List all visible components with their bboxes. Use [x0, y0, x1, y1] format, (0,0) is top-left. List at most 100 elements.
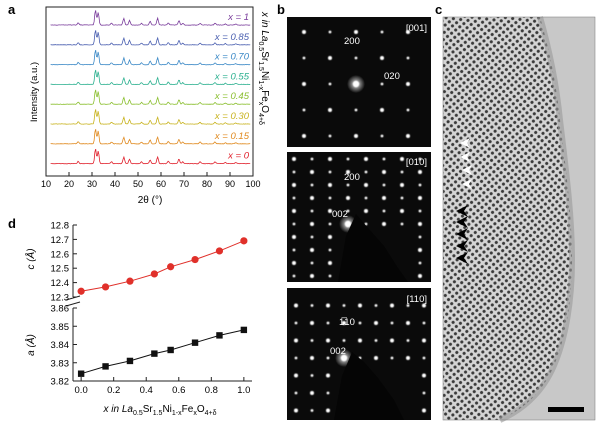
a-point-2	[126, 357, 134, 365]
diffraction-spot	[292, 196, 296, 200]
diffraction-spot	[406, 304, 410, 307]
diffraction-spot	[380, 82, 384, 86]
diffraction-spot	[354, 134, 358, 138]
diffraction-spot	[302, 134, 306, 138]
amorphous-edge	[498, 16, 576, 423]
diffraction-spot	[326, 321, 330, 325]
diffraction-spot	[328, 157, 332, 161]
c-ytick-label-0: 12.3	[51, 293, 70, 304]
diffraction-spot	[364, 209, 368, 213]
diffraction-spot	[418, 196, 422, 200]
diffraction-spot	[364, 196, 368, 200]
spot-label-200-b: 200	[344, 172, 360, 183]
diffraction-spot	[352, 80, 360, 88]
diffraction-spot	[390, 356, 394, 360]
diffraction-spot	[310, 339, 314, 342]
diffraction-spot	[310, 304, 314, 307]
diffraction-spot	[310, 356, 314, 360]
xrd-trace-4	[50, 89, 251, 105]
diffraction-spot	[326, 356, 330, 360]
side-label-sub1: 0.5	[257, 41, 264, 51]
xrd-trace-1	[50, 30, 251, 46]
diffraction-spot	[358, 321, 362, 325]
diffraction-spot	[406, 56, 410, 60]
diffraction-spot	[328, 82, 332, 86]
diffraction-spot	[294, 356, 298, 360]
diffraction-spot	[310, 196, 314, 200]
diffraction-spot	[344, 220, 352, 228]
d-xtick-label-0: 0.0	[75, 385, 88, 396]
c-ytick-label-4: 12.7	[51, 235, 70, 246]
xrd-legend-item-1: x = 0.85	[214, 32, 250, 43]
diffraction-spot	[422, 338, 426, 343]
diffraction-spot	[292, 157, 296, 161]
diffraction-spot	[310, 248, 314, 252]
diffraction-spot	[294, 321, 298, 325]
diffraction-spot	[294, 391, 298, 395]
c-point-4	[167, 263, 175, 271]
diffraction-spot	[354, 30, 358, 34]
diffraction-spot	[328, 134, 332, 138]
diffraction-spot	[380, 134, 384, 138]
diffraction-spot	[310, 321, 314, 325]
xrd-x-axis-label: 2θ (°)	[138, 195, 163, 206]
xrd-trace-6	[50, 129, 251, 145]
diffraction-spot	[328, 56, 332, 60]
d-xtick-label-5: 1.0	[237, 385, 250, 396]
diffraction-spot	[302, 108, 306, 112]
d-x-axis-label: x in La0.5Sr1.5Ni1-xFexO4+δ	[103, 404, 217, 417]
diffraction-spot	[340, 354, 348, 362]
diffraction-spot	[406, 321, 410, 325]
spot-label-002-b: 002	[330, 346, 346, 357]
xrd-legend-item-0: x = 1	[227, 12, 249, 23]
diffraction-spot	[346, 209, 350, 213]
diffraction-spot	[422, 408, 426, 413]
xrd-legend-item-2: x = 0.70	[214, 52, 250, 63]
crystal-region	[443, 17, 572, 420]
diffraction-spot	[390, 321, 394, 325]
diffraction-spot	[400, 209, 404, 213]
diffraction-spot	[422, 303, 426, 308]
xrd-xtick-label-7: 80	[202, 179, 212, 189]
xrd-xtick-label-3: 40	[110, 179, 120, 189]
a-series-line	[80, 329, 245, 375]
diffraction-spot	[418, 157, 422, 161]
diffraction-spot	[310, 391, 314, 395]
composition-side-label: x in La0.5Sr1.5Ni1-xFexO4+δ	[257, 11, 270, 125]
c-ytick-label-2: 12.5	[51, 264, 70, 275]
diffraction-spot	[310, 222, 314, 226]
diffraction-spot	[346, 170, 350, 174]
side-label-sub3: 1-x	[257, 80, 264, 90]
panel-label-b: b	[277, 2, 285, 17]
c-point-7	[240, 237, 248, 245]
diffraction-spot	[390, 303, 394, 308]
xrd-x-ticks: 10 20 30 40 50 60 70 80 90 100	[41, 172, 261, 189]
a-ytick-label-4: 3.86	[51, 304, 70, 315]
c-series-line	[81, 240, 245, 292]
diffraction-spot	[380, 108, 384, 112]
diffraction-spot	[382, 183, 386, 187]
xrd-xtick-label-6: 70	[179, 179, 189, 189]
xrd-legend-item-7: x = 0	[227, 151, 250, 162]
diffraction-spot	[406, 82, 410, 86]
diffraction-spot	[418, 170, 422, 174]
diffraction-spot	[326, 338, 330, 343]
xrd-xtick-label-5: 60	[156, 179, 166, 189]
diffraction-spot	[418, 235, 422, 239]
diffraction-spot	[292, 170, 296, 174]
diffraction-spot	[422, 321, 426, 325]
xrd-trace-5	[50, 109, 251, 125]
diffraction-spot	[310, 374, 314, 377]
a-point-4	[167, 346, 174, 354]
xrd-xtick-label-1: 20	[64, 179, 74, 189]
diffraction-spot	[326, 391, 330, 395]
a-axis-label: a (Å)	[24, 334, 37, 356]
c-point-6	[215, 247, 224, 255]
xrd-traces	[50, 10, 251, 165]
diffraction-spot	[382, 157, 386, 161]
black-arrowheads	[456, 205, 468, 264]
diffraction-spot	[418, 274, 422, 278]
xrd-y-axis-label: Intensity (a.u.)	[29, 62, 40, 122]
diffraction-spot	[418, 183, 422, 187]
xrd-xtick-label-0: 10	[41, 179, 51, 189]
